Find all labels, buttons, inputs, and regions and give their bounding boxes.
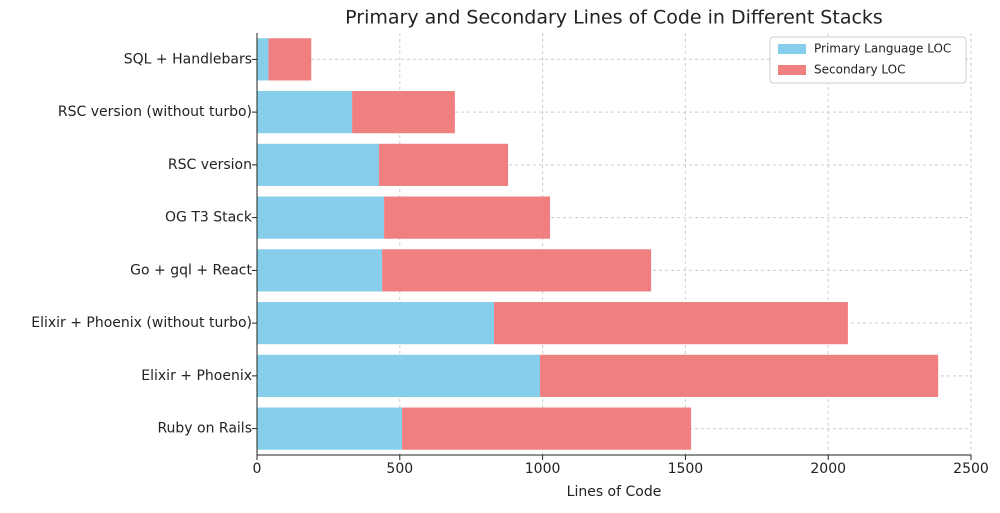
bar-segment	[257, 302, 495, 345]
x-tick-label: 0	[253, 461, 262, 477]
y-tick-label: RSC version	[168, 157, 252, 173]
bar-segment	[257, 354, 541, 397]
bar-segment	[352, 91, 455, 134]
bar-segment	[384, 196, 551, 239]
legend-swatch	[778, 65, 806, 75]
bar-segment	[257, 91, 353, 134]
bar-segment	[257, 143, 379, 186]
bar-segment	[494, 302, 848, 345]
bar-segment	[257, 249, 383, 292]
bar-segment	[540, 354, 939, 397]
legend-swatch	[778, 44, 806, 54]
y-tick-label: Elixir + Phoenix	[141, 368, 252, 384]
chart-title: Primary and Secondary Lines of Code in D…	[345, 7, 883, 29]
y-tick-label: Go + gql + React	[130, 262, 252, 278]
y-tick-label: RSC version (without turbo)	[58, 104, 252, 120]
bar-segment	[378, 143, 509, 186]
bar-segment	[257, 196, 385, 239]
bar-segment	[257, 38, 269, 81]
x-tick-label: 1500	[668, 461, 704, 477]
x-tick-label: 2500	[953, 461, 989, 477]
legend-label: Secondary LOC	[814, 63, 905, 77]
bar-segment	[257, 407, 403, 450]
x-tick-label: 500	[386, 461, 413, 477]
legend-box	[769, 36, 967, 84]
y-tick-label: OG T3 Stack	[165, 210, 253, 226]
x-tick-label: 1000	[525, 461, 561, 477]
bar-segment	[402, 407, 692, 450]
legend-label: Primary Language LOC	[814, 42, 951, 56]
bar-segment	[268, 38, 312, 81]
y-tick-label: SQL + Handlebars	[124, 51, 252, 67]
bar-segment	[382, 249, 652, 292]
y-tick-label: Ruby on Rails	[157, 421, 252, 437]
x-axis-label: Lines of Code	[567, 484, 662, 500]
x-tick-label: 2000	[810, 461, 846, 477]
y-tick-label: Elixir + Phoenix (without turbo)	[31, 315, 252, 331]
